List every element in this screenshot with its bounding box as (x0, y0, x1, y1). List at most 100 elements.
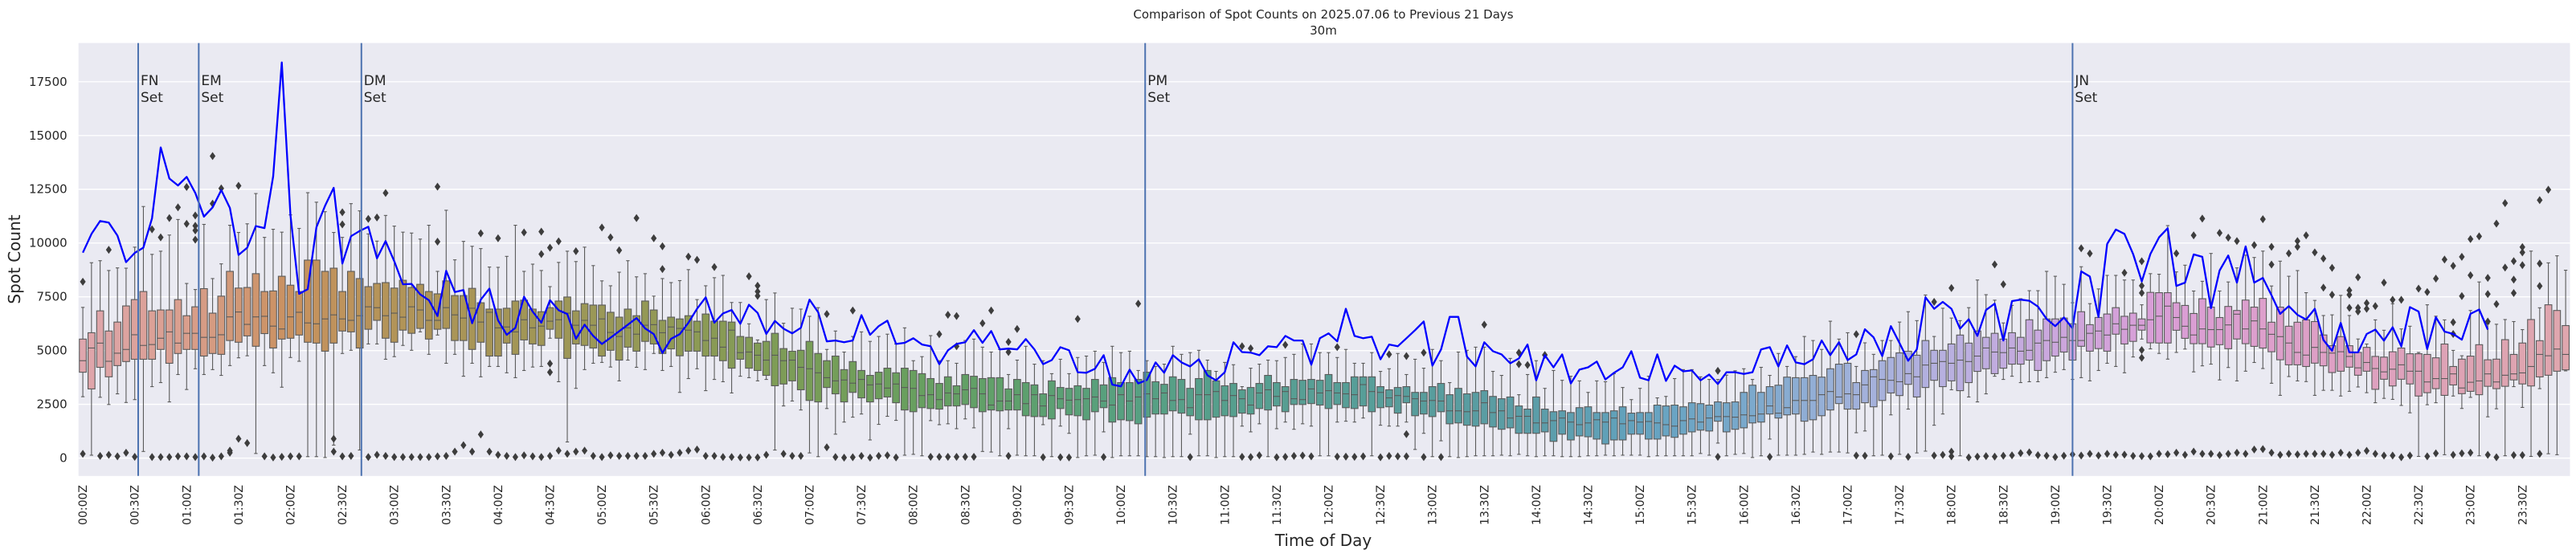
x-axis-label: Time of Day (1274, 531, 1372, 550)
box-body (589, 304, 598, 349)
box (676, 279, 684, 393)
box (157, 250, 165, 384)
box (1125, 350, 1134, 457)
box-body (269, 290, 277, 349)
outlier-point (2251, 241, 2258, 250)
box (1315, 352, 1324, 457)
box-body (2181, 304, 2190, 339)
box (529, 263, 537, 368)
box-body (1462, 393, 1471, 426)
outlier-point (2234, 237, 2240, 246)
outlier-point (1853, 330, 1859, 339)
box (1099, 361, 1108, 433)
box (1869, 353, 1878, 457)
box-body (1471, 392, 1480, 427)
outlier-point (2104, 450, 2111, 458)
box (1048, 373, 1056, 458)
box-body (2544, 304, 2553, 376)
box (468, 246, 476, 365)
outlier-point (417, 453, 423, 462)
box-body (676, 318, 684, 356)
outlier-point (339, 220, 346, 229)
outlier-point (1351, 452, 1358, 461)
x-tick-label: 03:00Z (389, 485, 402, 525)
outlier-point (2138, 257, 2145, 266)
box-body (424, 291, 433, 340)
outlier-point (2312, 248, 2318, 257)
box-body (615, 316, 624, 361)
x-tick-label: 08:30Z (959, 485, 972, 525)
box (2275, 260, 2284, 396)
box (2163, 225, 2172, 360)
box (2181, 264, 2190, 350)
outlier-point (192, 211, 198, 220)
box (1792, 356, 1800, 456)
box (226, 225, 234, 366)
outlier-point (391, 453, 398, 462)
box-body (1912, 354, 1921, 398)
box-body (2440, 343, 2449, 396)
box (1237, 386, 1246, 427)
x-tick-label: 00:00Z (77, 485, 90, 525)
outlier-point (1247, 344, 1254, 352)
outlier-point (1343, 452, 1349, 461)
box (1809, 340, 1818, 453)
box (1160, 364, 1168, 458)
box (918, 356, 926, 457)
box (2466, 310, 2475, 398)
outlier-point (1005, 451, 1012, 460)
box (321, 211, 329, 458)
box (952, 362, 961, 430)
outlier-point (235, 434, 242, 443)
box (182, 283, 191, 390)
box (1168, 345, 1177, 458)
outlier-point (840, 454, 848, 462)
box (1644, 376, 1653, 458)
outlier-point (1395, 452, 1401, 461)
box-body (1186, 388, 1195, 417)
x-tick-label: 00:30Z (129, 485, 142, 525)
box (1384, 368, 1393, 427)
event-label: FN (141, 73, 159, 89)
outlier-point (1524, 360, 1531, 369)
box (1454, 351, 1462, 458)
outlier-point (2268, 260, 2275, 269)
box-body (295, 291, 304, 336)
outlier-point (2450, 450, 2456, 459)
box-body (727, 321, 736, 369)
outlier-point (2381, 279, 2387, 287)
y-tick-label: 17500 (29, 75, 67, 89)
box (2475, 281, 2484, 457)
x-tick-label: 02:00Z (284, 485, 297, 525)
box-body (130, 299, 139, 360)
box-body (952, 385, 961, 407)
outlier-point (460, 441, 467, 450)
outlier-point (192, 235, 198, 244)
box (2103, 275, 2112, 365)
x-tick-label: 17:30Z (1894, 485, 1907, 525)
box-body (2233, 310, 2241, 340)
outlier-point (486, 447, 493, 456)
outlier-point (2441, 255, 2447, 264)
x-tick-label: 15:00Z (1634, 485, 1647, 525)
outlier-point (330, 447, 337, 456)
box-body (1834, 364, 1843, 405)
box-body (2086, 324, 2094, 352)
outlier-point (754, 287, 761, 296)
box (1540, 388, 1549, 457)
box (883, 333, 892, 417)
outlier-point (945, 452, 951, 461)
outlier-point (2424, 452, 2431, 461)
outlier-point (2216, 229, 2223, 238)
outlier-point (2285, 249, 2292, 258)
box-body (304, 259, 312, 343)
y-tick-label: 5000 (37, 344, 67, 358)
box-body (779, 348, 788, 385)
outlier-point (651, 450, 657, 458)
box-body (2051, 318, 2059, 357)
box-body (814, 352, 823, 403)
event-label: Set (2075, 90, 2097, 106)
box (1506, 357, 1515, 457)
box (1462, 349, 1471, 458)
box (2527, 250, 2535, 458)
